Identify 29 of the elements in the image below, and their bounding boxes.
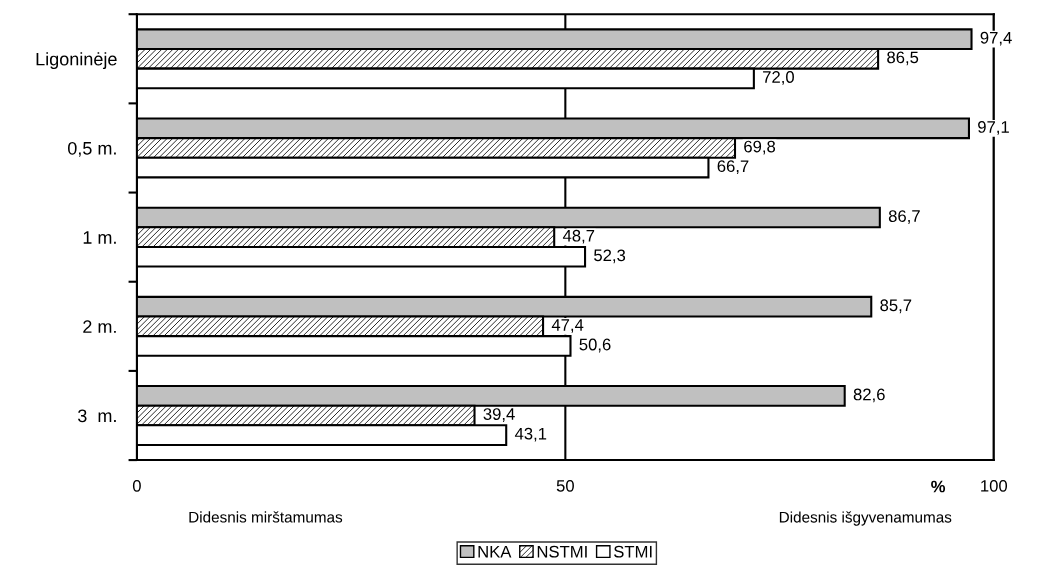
data-label: 97,4 — [980, 31, 1012, 46]
y-tick-label: 3 m. — [78, 409, 116, 423]
text: Didesnis mirštamumas — [189, 511, 343, 523]
y-tick-label: 2 m. — [83, 320, 116, 333]
y-tick-label: Ligoninėje — [36, 52, 117, 70]
x-tick-label: 0 — [132, 479, 141, 492]
data-label: 86,7 — [888, 210, 920, 224]
x-tick-label: 100 — [981, 479, 1008, 492]
y-tick-label: 1 m. — [83, 231, 116, 244]
data-label: 43,1 — [514, 427, 547, 442]
legend-label: NKA — [478, 545, 512, 558]
y-tick-label: 0,5 m. — [67, 141, 116, 157]
data-label: 47,4 — [551, 319, 584, 333]
data-label: 52,3 — [594, 249, 626, 264]
data-label: 82,6 — [853, 388, 885, 403]
data-label: 86,5 — [887, 51, 919, 66]
data-label: 66,7 — [717, 160, 749, 175]
legend-label: STMI — [614, 545, 652, 558]
data-label: 72,0 — [763, 71, 794, 85]
data-label: 69,8 — [744, 140, 776, 155]
x-tick-label: 50 — [556, 479, 574, 492]
text: Didesnis išgyvenamumas — [779, 511, 952, 526]
data-label: 48,7 — [562, 229, 595, 244]
data-label: 39,4 — [483, 408, 515, 422]
legend-label: NSTMI — [537, 545, 587, 558]
data-label: 97,1 — [978, 121, 1009, 135]
x-axis-title: % — [931, 480, 946, 493]
data-label: 50,6 — [579, 338, 611, 353]
data-label: 85,7 — [880, 299, 912, 314]
